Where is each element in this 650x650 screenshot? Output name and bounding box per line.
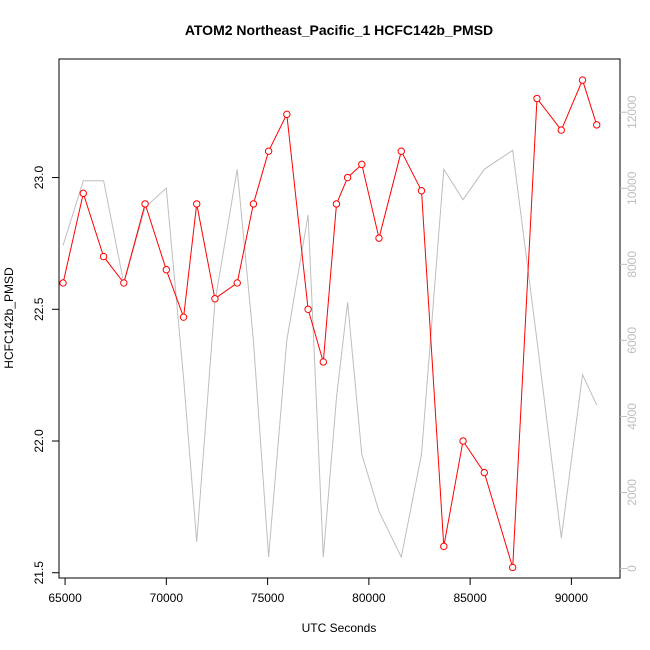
data-point bbox=[79, 189, 88, 198]
y2-tick-label: 10000 bbox=[625, 171, 639, 205]
y2-tick-label: 2000 bbox=[625, 479, 639, 506]
data-point bbox=[99, 252, 108, 261]
data-point bbox=[358, 160, 366, 169]
chart-title: ATOM2 Northeast_Pacific_1 HCFC142b_PMSD bbox=[185, 22, 493, 38]
y-tick-label: 21.5 bbox=[32, 561, 46, 585]
data-point bbox=[162, 266, 171, 274]
data-point bbox=[283, 110, 291, 119]
plot-area bbox=[58, 58, 621, 579]
y2-tick-label: 12000 bbox=[625, 95, 639, 129]
data-point bbox=[120, 279, 128, 287]
series-line-right bbox=[62, 149, 598, 559]
series-layer bbox=[59, 76, 601, 572]
data-point bbox=[343, 173, 352, 182]
y-axis-label: HCFC142b_PMSD bbox=[2, 267, 16, 369]
y-axis-left: 21.5 22.0 22.5 23.0 bbox=[32, 166, 59, 585]
x-tick-label: 65000 bbox=[48, 591, 82, 605]
y-tick-label: 22.5 bbox=[32, 297, 46, 321]
data-point bbox=[459, 437, 467, 445]
x-tick-label: 85000 bbox=[453, 591, 487, 605]
data-point bbox=[59, 279, 67, 287]
x-axis: 65000 70000 75000 80000 85000 90000 bbox=[48, 578, 588, 605]
data-point bbox=[141, 200, 149, 208]
x-tick-label: 90000 bbox=[555, 591, 589, 605]
x-tick-label: 75000 bbox=[251, 591, 285, 605]
y-tick-label: 22.0 bbox=[32, 429, 46, 453]
data-point bbox=[440, 542, 448, 551]
data-point bbox=[557, 126, 565, 134]
y2-tick-label: 6000 bbox=[625, 327, 639, 354]
x-tick-label: 70000 bbox=[150, 591, 184, 605]
data-point bbox=[508, 563, 517, 572]
data-point bbox=[264, 147, 273, 155]
data-point bbox=[397, 147, 405, 155]
y2-tick-label: 0 bbox=[625, 565, 639, 572]
data-point bbox=[533, 94, 541, 103]
y2-tick-label: 8000 bbox=[625, 251, 639, 278]
y2-tick-label: 4000 bbox=[625, 403, 639, 430]
data-point bbox=[233, 279, 241, 287]
data-point bbox=[578, 76, 587, 84]
data-point bbox=[332, 200, 341, 208]
x-tick-label: 80000 bbox=[352, 591, 386, 605]
y-tick-label: 23.0 bbox=[32, 166, 46, 190]
data-point bbox=[319, 358, 327, 366]
data-point bbox=[249, 200, 258, 208]
data-point bbox=[480, 468, 489, 477]
data-point bbox=[304, 305, 312, 313]
data-point bbox=[375, 234, 383, 242]
data-point bbox=[593, 121, 601, 129]
series-line-left bbox=[62, 78, 598, 568]
y-axis-right: 0 2000 4000 6000 8000 10000 12000 bbox=[620, 95, 639, 572]
data-point bbox=[417, 187, 426, 195]
data-point bbox=[179, 313, 188, 321]
x-axis-label: UTC Seconds bbox=[302, 621, 377, 635]
data-point bbox=[211, 295, 219, 303]
data-point bbox=[193, 200, 201, 208]
